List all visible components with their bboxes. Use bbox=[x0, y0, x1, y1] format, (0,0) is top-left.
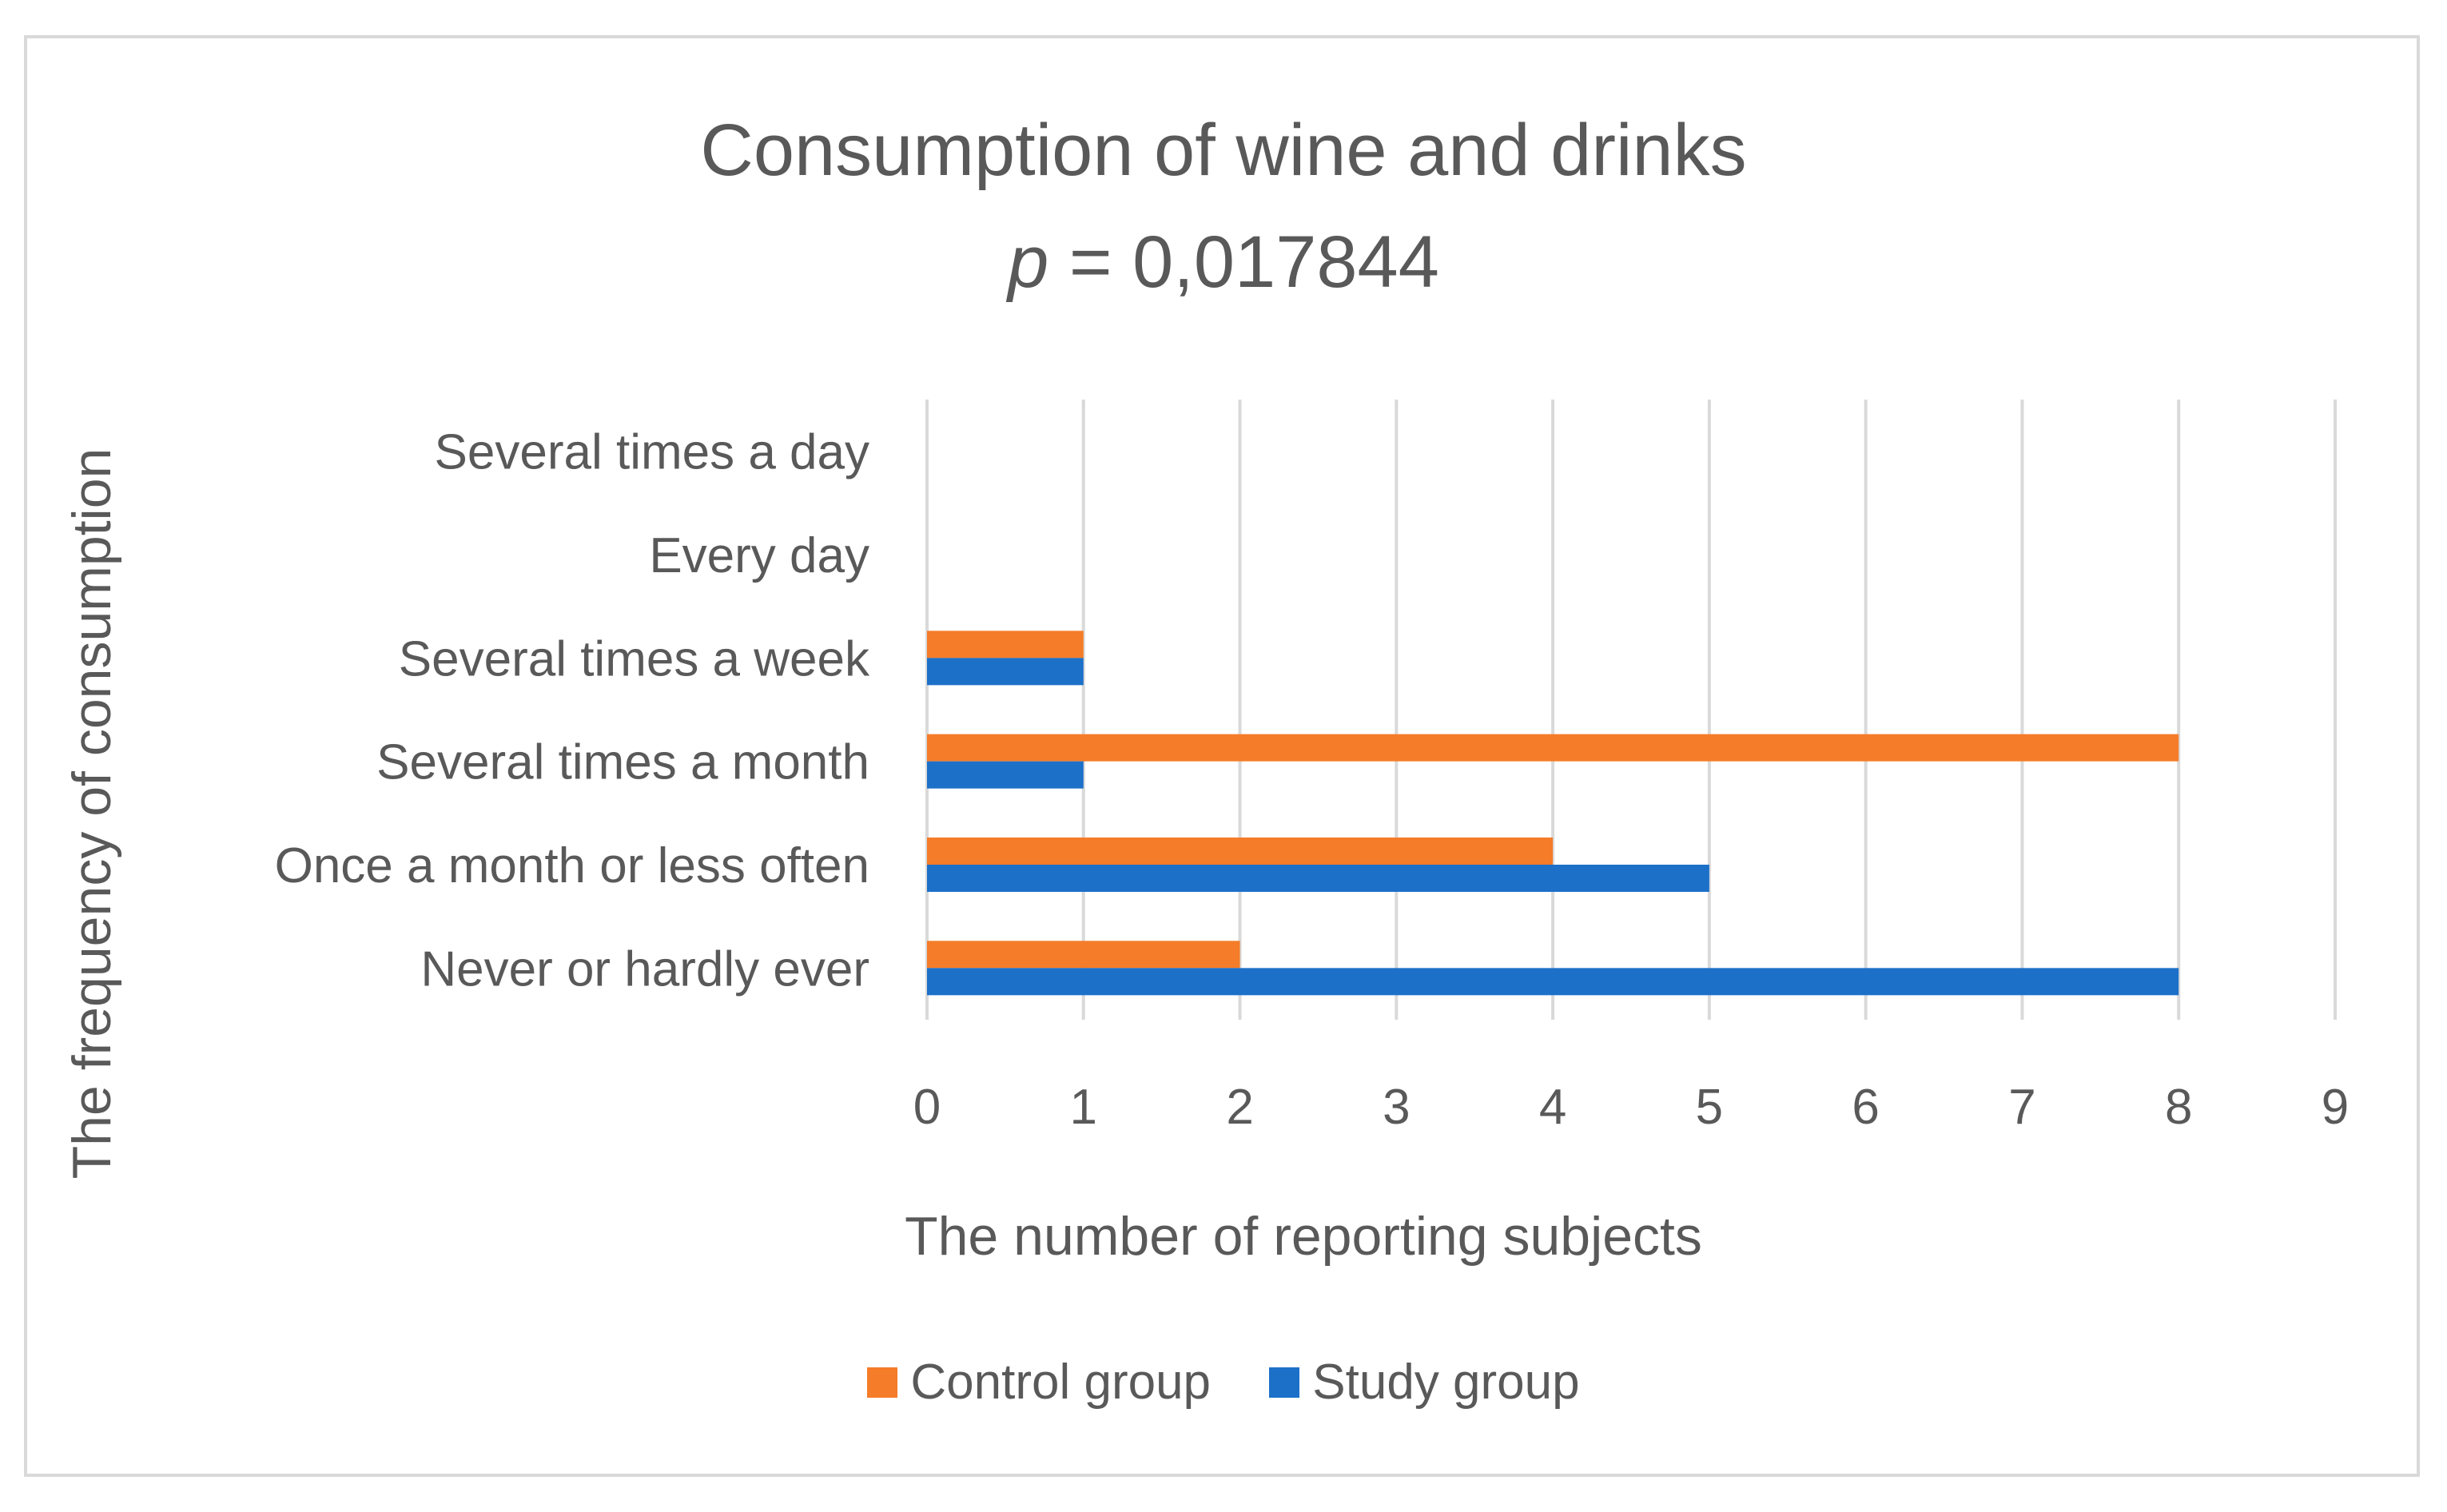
category-label-5: Several times a day bbox=[435, 425, 869, 480]
legend-label-study: Study group bbox=[1312, 1355, 1580, 1410]
legend-label-control: Control group bbox=[910, 1355, 1212, 1410]
bar-study-0 bbox=[927, 968, 2179, 996]
bar-study-1 bbox=[927, 865, 1709, 892]
legend-swatch-study bbox=[1269, 1367, 1300, 1398]
category-label-2: Several times a month bbox=[376, 735, 869, 790]
legend-item-study: Study group bbox=[1269, 1351, 1580, 1415]
category-label-3: Several times a week bbox=[399, 631, 870, 686]
bar-control-1 bbox=[927, 838, 1554, 865]
chart-title: Consumption of wine and drinks bbox=[700, 109, 1747, 191]
legend-swatch-control bbox=[867, 1367, 898, 1398]
chart-subtitle: p = 0,017844 bbox=[0, 214, 2447, 310]
category-label-0: Never or hardly ever bbox=[420, 941, 869, 997]
x-axis-title: The number of reporting subjects bbox=[905, 1206, 1702, 1267]
x-tick-label-3: 3 bbox=[1383, 1080, 1410, 1135]
y-axis-title: The frequency of consumption bbox=[62, 448, 122, 1180]
x-tick-label-9: 9 bbox=[2322, 1080, 2349, 1135]
bar-study-3 bbox=[927, 658, 1084, 686]
bar-control-2 bbox=[927, 734, 2179, 762]
bar-study-2 bbox=[927, 761, 1084, 789]
x-tick-label-0: 0 bbox=[913, 1080, 941, 1135]
legend-item-control: Control group bbox=[867, 1351, 1211, 1415]
category-label-4: Every day bbox=[649, 528, 869, 583]
x-tick-label-7: 7 bbox=[2008, 1080, 2035, 1135]
x-tick-label-2: 2 bbox=[1226, 1080, 1253, 1135]
legend: Control group Study group bbox=[0, 1351, 2447, 1415]
x-tick-label-5: 5 bbox=[1696, 1080, 1723, 1135]
x-tick-label-6: 6 bbox=[1852, 1080, 1879, 1135]
p-value: = 0,017844 bbox=[1048, 221, 1439, 303]
category-label-1: Once a month or less often bbox=[275, 838, 869, 893]
x-tick-label-8: 8 bbox=[2165, 1080, 2192, 1135]
x-tick-label-4: 4 bbox=[1539, 1080, 1566, 1135]
bar-control-3 bbox=[927, 631, 1084, 659]
bar-control-0 bbox=[927, 941, 1240, 969]
x-tick-label-1: 1 bbox=[1070, 1080, 1097, 1135]
p-variable: p bbox=[1008, 221, 1049, 303]
